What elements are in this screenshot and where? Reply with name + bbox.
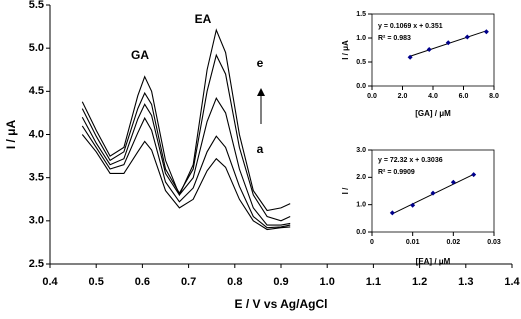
y-tick-label: 0.5 bbox=[356, 59, 366, 66]
x-tick-label: 2.0 bbox=[398, 93, 408, 100]
y-axis-title: I / bbox=[341, 187, 350, 194]
curve bbox=[81, 116, 291, 229]
point bbox=[426, 47, 432, 53]
r-squared: R² = 0.983 bbox=[378, 35, 411, 42]
y-tick-label: 3.0 bbox=[356, 147, 366, 154]
x-tick-label: 1.3 bbox=[458, 276, 473, 288]
x-tick-label: 0.9 bbox=[273, 276, 288, 288]
x-tick-label: 0.02 bbox=[447, 239, 461, 246]
y-tick-label: 0.0 bbox=[356, 83, 366, 90]
r-squared: R² = 0.9909 bbox=[378, 169, 415, 176]
point bbox=[445, 40, 451, 46]
y-tick-label: 4.0 bbox=[29, 128, 44, 140]
annotation: e bbox=[257, 56, 264, 70]
arrow-head bbox=[257, 88, 265, 96]
y-tick-label: 3.0 bbox=[29, 215, 44, 227]
y-axis-title: I / μA bbox=[4, 119, 18, 149]
y-tick-label: 3.5 bbox=[29, 172, 44, 184]
curve bbox=[81, 134, 291, 231]
point bbox=[389, 210, 395, 216]
y-tick-label: 2.0 bbox=[356, 174, 366, 181]
annotation: GA bbox=[131, 48, 149, 62]
x-tick-label: 4.0 bbox=[428, 93, 438, 100]
x-tick-label: 1.2 bbox=[412, 276, 427, 288]
y-axis-title: I / μA bbox=[341, 40, 350, 60]
x-tick-label: 1.1 bbox=[366, 276, 381, 288]
x-tick-label: 0.01 bbox=[406, 239, 420, 246]
x-tick-label: 0.0 bbox=[367, 93, 377, 100]
point bbox=[483, 29, 489, 35]
y-tick-label: 0.0 bbox=[356, 229, 366, 236]
x-tick-label: 0.8 bbox=[227, 276, 242, 288]
point bbox=[410, 202, 416, 208]
annotation: EA bbox=[195, 12, 212, 26]
plot-area bbox=[371, 13, 495, 87]
x-tick-label: 6.0 bbox=[459, 93, 469, 100]
y-tick-label: 4.5 bbox=[29, 85, 44, 97]
y-tick-label: 2.5 bbox=[29, 258, 44, 270]
x-tick-label: 0.6 bbox=[135, 276, 150, 288]
x-tick-label: 1.4 bbox=[504, 276, 520, 288]
x-tick-label: 8.0 bbox=[489, 93, 499, 100]
x-tick-label: 0.03 bbox=[487, 239, 501, 246]
x-tick-label: 0.4 bbox=[42, 276, 58, 288]
curve bbox=[81, 96, 291, 226]
point bbox=[407, 54, 413, 60]
point bbox=[471, 172, 477, 178]
x-tick-label: 0.5 bbox=[89, 276, 104, 288]
y-tick-label: 1.0 bbox=[356, 35, 366, 42]
x-axis-title: [EA] / μM bbox=[416, 257, 451, 266]
point bbox=[450, 179, 456, 185]
point bbox=[430, 190, 436, 196]
x-tick-label: 1.0 bbox=[320, 276, 335, 288]
y-tick-label: 5.0 bbox=[29, 42, 44, 54]
y-tick-label: 1.0 bbox=[356, 202, 366, 209]
equation: y = 0.1069 x + 0.351 bbox=[378, 23, 443, 30]
point bbox=[464, 34, 470, 40]
y-tick-label: 5.5 bbox=[29, 0, 44, 11]
x-axis-title: [GA] / μM bbox=[415, 109, 451, 118]
x-tick-label: 0 bbox=[370, 239, 374, 246]
x-axis-title: E / V vs Ag/AgCl bbox=[235, 297, 328, 311]
x-tick-label: 0.7 bbox=[181, 276, 196, 288]
curve bbox=[81, 53, 291, 222]
annotation: a bbox=[257, 142, 264, 156]
curve bbox=[81, 28, 291, 212]
equation: y = 72.32 x + 0.3036 bbox=[378, 157, 443, 164]
y-tick-label: 1.5 bbox=[356, 11, 366, 18]
